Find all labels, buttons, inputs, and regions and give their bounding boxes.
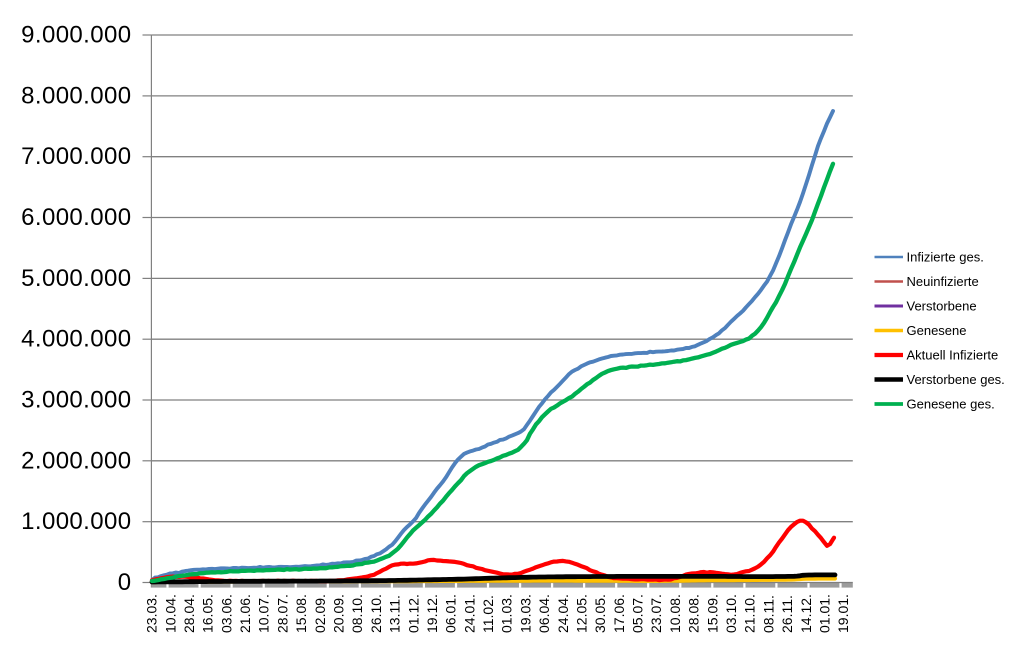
svg-text:19.03.: 19.03. xyxy=(517,594,533,633)
svg-text:10.04.: 10.04. xyxy=(162,594,178,633)
svg-text:01.12.: 01.12. xyxy=(405,594,421,633)
svg-text:20.09.: 20.09. xyxy=(331,594,347,633)
svg-text:06.01.: 06.01. xyxy=(443,594,459,633)
svg-text:24.04.: 24.04. xyxy=(555,594,571,633)
svg-text:5.000.000: 5.000.000 xyxy=(21,265,131,292)
svg-text:19.01.: 19.01. xyxy=(835,594,851,633)
svg-text:19.12.: 19.12. xyxy=(424,594,440,633)
svg-text:Genesene ges.: Genesene ges. xyxy=(907,397,995,412)
svg-text:14.12.: 14.12. xyxy=(798,594,814,633)
svg-text:03.10.: 03.10. xyxy=(723,594,739,633)
svg-text:Verstorbene ges.: Verstorbene ges. xyxy=(907,372,1005,387)
svg-text:06.04.: 06.04. xyxy=(536,594,552,633)
svg-text:Genesene: Genesene xyxy=(907,323,967,338)
svg-text:Infizierte ges.: Infizierte ges. xyxy=(907,250,984,265)
svg-text:21.10.: 21.10. xyxy=(742,594,758,633)
svg-text:Neuinfizierte: Neuinfizierte xyxy=(907,274,979,289)
svg-text:02.09.: 02.09. xyxy=(312,594,328,633)
svg-text:28.08.: 28.08. xyxy=(686,594,702,633)
svg-text:15.09.: 15.09. xyxy=(704,594,720,633)
svg-text:23.03.: 23.03. xyxy=(144,594,160,633)
svg-text:17.06.: 17.06. xyxy=(611,594,627,633)
svg-text:08.10.: 08.10. xyxy=(349,594,365,633)
svg-text:2.000.000: 2.000.000 xyxy=(21,447,131,474)
svg-text:23.07.: 23.07. xyxy=(648,594,664,633)
svg-text:4.000.000: 4.000.000 xyxy=(21,326,131,353)
svg-text:0: 0 xyxy=(118,569,132,596)
svg-text:26.11.: 26.11. xyxy=(779,595,795,633)
svg-text:28.07.: 28.07. xyxy=(274,594,290,633)
svg-text:30.05.: 30.05. xyxy=(592,594,608,633)
svg-text:21.06.: 21.06. xyxy=(237,594,253,633)
svg-text:16.05.: 16.05. xyxy=(200,594,216,633)
svg-text:05.07.: 05.07. xyxy=(630,594,646,633)
svg-text:28.04.: 28.04. xyxy=(181,594,197,633)
svg-text:Verstorbene: Verstorbene xyxy=(907,299,977,314)
svg-text:10.07.: 10.07. xyxy=(256,594,272,633)
svg-text:03.06.: 03.06. xyxy=(218,594,234,633)
svg-text:1.000.000: 1.000.000 xyxy=(21,508,131,535)
svg-text:3.000.000: 3.000.000 xyxy=(21,387,131,414)
svg-text:9.000.000: 9.000.000 xyxy=(21,22,131,49)
svg-text:26.10.: 26.10. xyxy=(368,594,384,633)
svg-text:6.000.000: 6.000.000 xyxy=(21,204,131,231)
svg-text:10.08.: 10.08. xyxy=(667,594,683,633)
svg-text:7.000.000: 7.000.000 xyxy=(21,143,131,170)
svg-text:01.03.: 01.03. xyxy=(499,594,515,633)
svg-text:11.02.: 11.02. xyxy=(480,595,496,633)
svg-text:08.11.: 08.11. xyxy=(760,595,776,633)
svg-text:24.01.: 24.01. xyxy=(461,594,477,633)
svg-text:15.08.: 15.08. xyxy=(293,594,309,633)
svg-text:Aktuell Infizierte: Aktuell Infizierte xyxy=(907,348,999,363)
svg-text:13.11.: 13.11. xyxy=(387,595,403,633)
svg-text:8.000.000: 8.000.000 xyxy=(21,82,131,109)
svg-text:12.05.: 12.05. xyxy=(574,594,590,633)
svg-text:01.01.: 01.01. xyxy=(816,594,832,633)
